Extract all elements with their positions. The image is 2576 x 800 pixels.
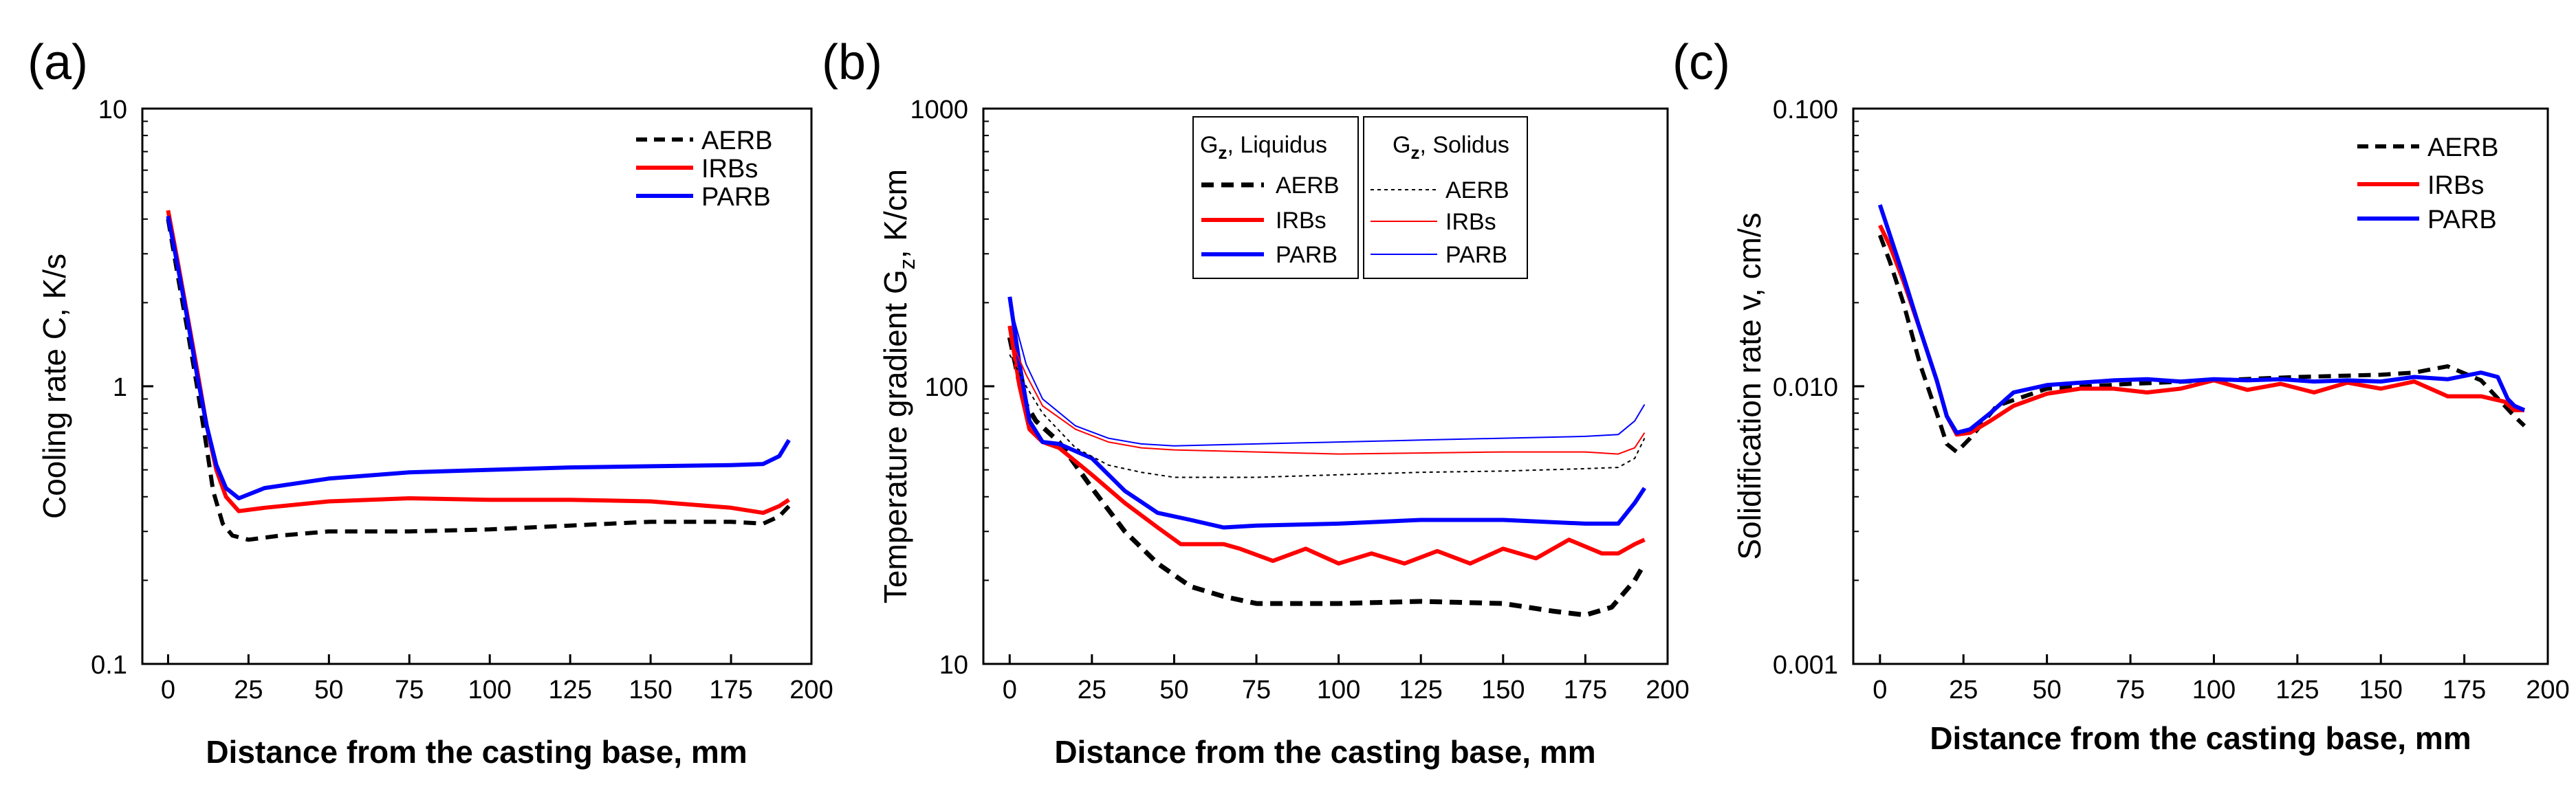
panel-b-legend-sol-parb-label: PARB (1445, 242, 1507, 268)
panel-c: (c) 0 25 50 75 100 125 150 175 200 0.001 0.010 0.10… (1672, 35, 2570, 756)
panel-a-x-tick-label: 50 (314, 676, 343, 704)
panel-b-series-liquidus-parb (1007, 296, 1647, 530)
panel-b-y-tick-label: 10 (939, 651, 968, 680)
panel-a-y-axis-label: Cooling rate C, K/s (36, 254, 72, 519)
panel-c-y-tick-label: 0.010 (1773, 373, 1838, 402)
panel-a-series (166, 210, 791, 542)
panel-b-legend-solidus-title: Gz, Solidus (1393, 132, 1509, 163)
panel-b-series-solidus-aerb (1009, 354, 1646, 478)
panel-c-x-axis-label: Distance from the casting base, mm (1930, 720, 2471, 756)
panel-b-legend-sol-aerb-label: AERB (1445, 177, 1509, 203)
panel-a-x-tick-label: 100 (468, 676, 512, 704)
panel-c-x-tick-label: 175 (2443, 676, 2486, 704)
panel-c-x-tick-label: 75 (2116, 676, 2145, 704)
panel-a-x-tick-label: 25 (234, 676, 263, 704)
panel-b-legend-liquidus: Gz, Liquidus AERB IRBs PARB (1192, 116, 1359, 279)
panel-c-y-tick-label: 0.100 (1773, 96, 1838, 124)
panel-b-x-tick-label: 0 (1003, 676, 1017, 704)
panel-b-x-tick-label: 150 (1481, 676, 1525, 704)
panel-b-legend-solidus-box (1363, 116, 1528, 279)
panel-a-series-parb (166, 215, 791, 500)
panel-a-label: (a) (28, 35, 88, 90)
panel-c-x-tick-label: 125 (2275, 676, 2319, 704)
panel-a-y-tick-label: 10 (98, 96, 127, 124)
panel-a-x-axis-label: Distance from the casting base, mm (206, 734, 747, 770)
panel-c-y-tick-label: 0.001 (1773, 651, 1838, 680)
panel-b-legend-solidus: Gz, Solidus AERB IRBs PARB (1363, 116, 1528, 279)
panel-c-legend: AERB IRBs PARB (2357, 133, 2498, 234)
panel-c-series-irbs (1878, 224, 2524, 437)
panel-a-y-tick-label: 0.1 (91, 651, 127, 680)
panel-b-legend-liq-irbs-label: IRBs (1276, 208, 1327, 234)
panel-b-x-axis-label: Distance from the casting base, mm (1054, 734, 1595, 770)
panel-a-series-aerb (166, 219, 791, 542)
panel-a-x-tick-label: 75 (395, 676, 424, 704)
panel-c-label: (c) (1672, 35, 1730, 90)
panel-b-y-tick-label: 1000 (910, 96, 968, 124)
panel-c-legend-parb-label: PARB (2427, 205, 2497, 234)
panel-b-x-tick-label: 200 (1646, 676, 1689, 704)
panel-a-ticks: 0 25 50 75 100 125 150 175 200 0.1 1 10 (91, 96, 833, 704)
panel-a-legend: AERB IRBs PARB (636, 126, 772, 212)
panel-a-x-tick-label: 200 (789, 676, 833, 704)
panel-c-legend-aerb-label: AERB (2427, 133, 2498, 162)
panel-a-x-tick-label: 175 (709, 676, 752, 704)
panel-c-x-tick-label: 25 (1949, 676, 1978, 704)
panel-b-series-solidus-parb (1009, 302, 1646, 447)
panel-a: (a) 0 25 50 75 100 125 150 175 200 0.1 1 10 Distanc… (28, 35, 833, 770)
panel-b-legend-liquidus-box (1192, 116, 1359, 279)
panel-c-ticks: 0 25 50 75 100 125 150 175 200 0.001 0.010 0.100 (1773, 96, 2570, 704)
panel-c-x-tick-label: 50 (2032, 676, 2061, 704)
panel-c-x-tick-label: 150 (2359, 676, 2403, 704)
panel-b-legend-sol-irbs-label: IRBs (1445, 209, 1496, 235)
panel-b-legend-liq-aerb-label: AERB (1276, 173, 1340, 199)
panel-b-label: (b) (822, 35, 882, 90)
panel-a-x-tick-label: 125 (548, 676, 591, 704)
panel-c-series-parb (1877, 204, 2526, 435)
panel-b-x-tick-label: 175 (1564, 676, 1607, 704)
panel-b-x-tick-label: 125 (1399, 676, 1443, 704)
panel-b-series-liquidus-aerb (1007, 337, 1647, 618)
panel-b-y-axis-label: Temperature gradient Gz, K/cm (877, 169, 919, 603)
panel-c-x-tick-label: 0 (1873, 676, 1887, 704)
panel-c-series (1877, 204, 2526, 454)
panel-b-x-tick-label: 25 (1078, 676, 1106, 704)
panel-a-legend-aerb-label: AERB (701, 126, 772, 155)
panel-b-ticks: 0 25 50 75 100 125 150 175 200 10 100 1000 (910, 96, 1689, 704)
panel-b-series-solidus-irbs (1009, 337, 1646, 455)
panel-c-x-tick-label: 100 (2192, 676, 2236, 704)
panel-c-series-aerb (1877, 234, 2526, 454)
panel-b-y-tick-label: 100 (925, 373, 968, 402)
panel-b-x-tick-label: 75 (1242, 676, 1271, 704)
panel-b-x-tick-label: 50 (1159, 676, 1188, 704)
panel-c-legend-irbs-label: IRBs (2427, 171, 2484, 200)
panel-a-legend-irbs-label: IRBs (701, 155, 758, 184)
panel-a-y-tick-label: 1 (113, 373, 127, 402)
panel-b-series-liquidus-irbs (1007, 325, 1646, 566)
panel-b-legend-liq-parb-label: PARB (1276, 242, 1338, 268)
panel-a-x-tick-label: 150 (629, 676, 672, 704)
panel-b-x-tick-label: 100 (1317, 676, 1360, 704)
panel-a-legend-parb-label: PARB (701, 183, 771, 212)
panel-c-y-axis-label: Solidification rate v, cm/s (1732, 212, 1767, 559)
panel-b-legend-liquidus-title: Gz, Liquidus (1200, 132, 1327, 163)
panel-a-x-tick-label: 0 (161, 676, 175, 704)
panel-b: (b) 0 25 50 75 100 125 150 175 200 10 100 1000 Dist… (822, 35, 1690, 770)
panel-c-x-tick-label: 200 (2526, 676, 2569, 704)
panel-b-series (1007, 296, 1647, 618)
